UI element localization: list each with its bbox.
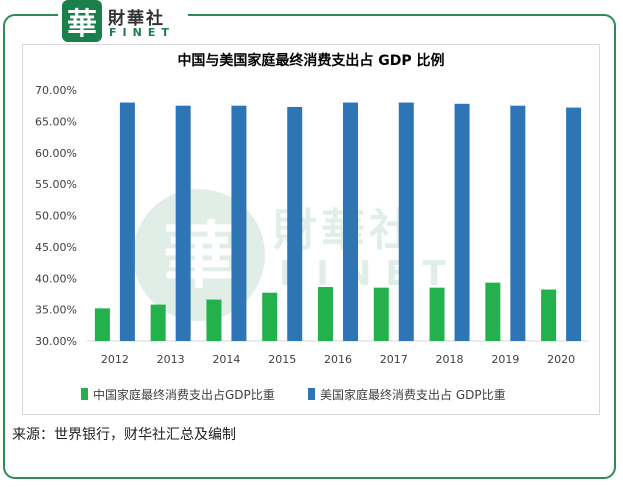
watermark-name-en: FINET: [279, 254, 460, 294]
brand-logo: 華 財華社 FINET: [58, 0, 188, 44]
y-axis: 30.00% 35.00% 40.00% 45.00% 50.00% 55.00% 60.0…: [35, 84, 77, 348]
x-tick-label: 2018: [436, 353, 464, 366]
logo-name-cn: 財華社: [108, 9, 165, 29]
bar-china: [94, 308, 110, 341]
bars: [94, 102, 582, 342]
legend: 中国家庭最终消费支出占GDP比重 美国家庭最终消费支出占 GDP比重: [81, 387, 506, 402]
bar-us: [119, 102, 135, 341]
x-tick-label: 2016: [324, 353, 352, 366]
chart-title: 中国与美国家庭最终消费支出占 GDP 比例: [177, 52, 444, 69]
y-tick-label: 65.00%: [35, 115, 77, 128]
bar-us: [287, 106, 303, 341]
bar-china: [206, 299, 222, 341]
y-tick-label: 70.00%: [35, 84, 77, 97]
bar-us: [398, 102, 414, 341]
logo-name-en: FINET: [109, 26, 175, 39]
bar-china: [262, 292, 278, 341]
chart-area: 華 財華社 FINET 中国与美国家庭最终消费支出占 GDP 比例 30.00%…: [22, 44, 600, 415]
bar-china: [485, 282, 501, 341]
legend-swatch-china: [81, 388, 88, 400]
legend-label-china: 中国家庭最终消费支出占GDP比重: [93, 387, 275, 402]
bar-china: [429, 287, 445, 341]
y-tick-label: 50.00%: [35, 210, 77, 223]
bar-china: [150, 304, 166, 341]
bar-us: [566, 107, 582, 341]
y-tick-label: 35.00%: [35, 304, 77, 317]
logo-badge: 華: [62, 0, 102, 42]
y-tick-label: 30.00%: [35, 335, 77, 348]
bar-china: [541, 289, 557, 341]
legend-label-us: 美国家庭最终消费支出占 GDP比重: [320, 387, 506, 402]
bar-chart: 華 財華社 FINET 中国与美国家庭最终消费支出占 GDP 比例 30.00%…: [35, 52, 589, 402]
x-tick-label: 2019: [491, 353, 519, 366]
bar-us: [175, 105, 191, 341]
legend-swatch-us: [308, 388, 315, 400]
x-axis: 2012 2013 2014 2015 2016 2017 2018 2019 2020: [87, 340, 589, 366]
x-tick-label: 2020: [547, 353, 575, 366]
bar-china: [373, 287, 389, 341]
y-tick-label: 45.00%: [35, 241, 77, 254]
source-note: 来源：世界银行，财华社汇总及编制: [12, 427, 236, 443]
x-tick-label: 2015: [268, 353, 296, 366]
bar-china: [318, 287, 333, 341]
y-tick-label: 55.00%: [35, 178, 77, 191]
y-tick-label: 40.00%: [35, 272, 77, 285]
x-tick-label: 2017: [380, 353, 408, 366]
bar-us: [510, 105, 526, 341]
x-tick-label: 2012: [101, 353, 129, 366]
watermark-glyph: 華: [163, 214, 235, 298]
x-tick-label: 2014: [212, 353, 240, 366]
bar-us: [454, 103, 470, 342]
bar-us: [343, 102, 358, 341]
y-tick-label: 60.00%: [35, 147, 77, 160]
bar-us: [231, 105, 247, 341]
x-tick-label: 2013: [157, 353, 185, 366]
